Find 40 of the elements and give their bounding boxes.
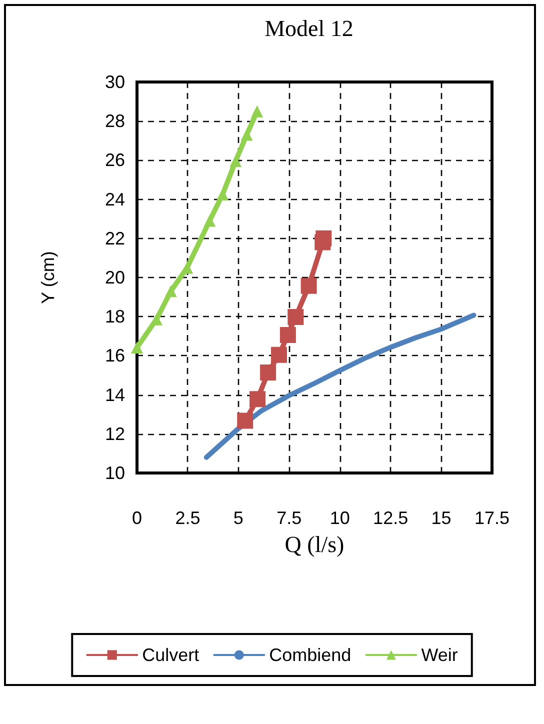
- x-tick-label: 12.5: [373, 508, 408, 528]
- point: [216, 188, 229, 200]
- point: [251, 105, 264, 118]
- point: [280, 326, 296, 343]
- point: [237, 412, 254, 429]
- point: [204, 214, 216, 227]
- x-axis-title: Q (l/s): [284, 532, 344, 557]
- y-tick-label: 12: [104, 424, 125, 444]
- y-tick-label: 18: [104, 306, 125, 327]
- y-tick-label: 22: [104, 228, 125, 248]
- point: [131, 341, 143, 354]
- y-tick-label: 30: [104, 72, 125, 92]
- chart-title: Model 12: [264, 16, 354, 41]
- point: [300, 278, 317, 294]
- point: [288, 308, 304, 325]
- y-tick-label: 16: [104, 346, 125, 366]
- legend-label: Weir: [421, 645, 458, 665]
- x-tick-label: 2.5: [175, 508, 200, 528]
- y-tick-label: 26: [104, 150, 125, 170]
- x-tick-label: 10: [330, 508, 350, 528]
- x-tick-label: 15: [431, 508, 452, 528]
- point: [316, 230, 332, 246]
- y-tick-label: 10: [104, 463, 125, 483]
- x-tick-label: 17.5: [474, 508, 510, 528]
- x-tick-label: 7.5: [276, 508, 302, 528]
- y-tick-label: 20: [104, 268, 125, 288]
- point: [249, 391, 266, 408]
- x-tick-label: 0: [132, 508, 142, 528]
- point: [271, 346, 287, 363]
- point: [240, 128, 253, 141]
- y-tick-label: 24: [104, 189, 125, 210]
- y-axis-title: Y (cm): [38, 251, 58, 304]
- legend-label: Culvert: [142, 645, 200, 665]
- point: [230, 155, 242, 168]
- x-tick-label: 5: [233, 508, 244, 528]
- legend-label: Combiend: [269, 645, 352, 665]
- y-tick-label: 14: [104, 384, 125, 405]
- point: [164, 285, 177, 298]
- point: [260, 364, 276, 381]
- y-tick-label: 28: [104, 111, 125, 132]
